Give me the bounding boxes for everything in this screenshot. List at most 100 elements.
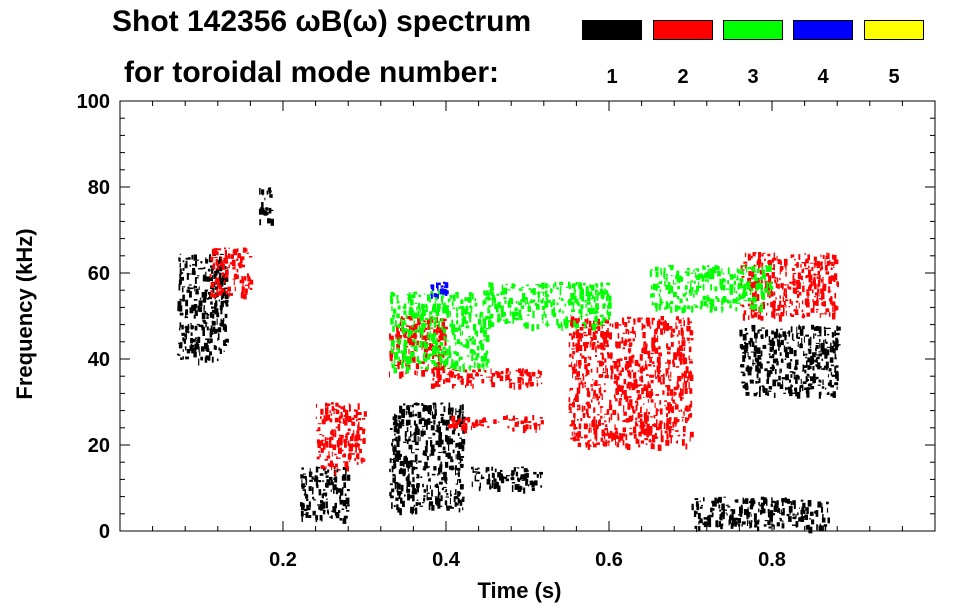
spectral-mark	[443, 361, 446, 366]
spectral-mark	[188, 284, 192, 286]
spectral-mark	[571, 348, 575, 350]
spectral-mark	[459, 366, 461, 372]
spectral-mark	[600, 292, 605, 299]
spectral-mark	[628, 358, 632, 363]
spectral-mark	[705, 271, 710, 277]
spectral-mark	[689, 330, 694, 336]
spectral-mark	[449, 365, 452, 369]
spectral-mark	[181, 286, 186, 288]
spectral-mark	[177, 353, 180, 356]
spectral-mark	[830, 346, 832, 351]
spectral-mark	[302, 489, 306, 491]
spectral-mark	[814, 283, 817, 290]
spectral-mark	[416, 306, 418, 311]
spectral-mark	[612, 409, 617, 415]
spectral-mark	[669, 404, 672, 407]
spectral-mark	[808, 503, 811, 505]
spectral-mark	[728, 274, 731, 276]
spectral-mark	[438, 421, 440, 426]
spectral-mark	[236, 268, 239, 273]
spectral-mark	[742, 264, 746, 267]
spectral-mark	[732, 275, 735, 279]
spectral-mark	[540, 291, 544, 293]
spectral-mark	[822, 283, 827, 288]
spectral-mark	[771, 513, 776, 516]
spectral-mark	[179, 274, 181, 279]
spectral-mark	[413, 323, 415, 325]
spectral-mark	[766, 361, 770, 364]
spectral-mark	[772, 293, 775, 296]
spectral-mark	[502, 319, 507, 321]
spectral-mark	[751, 324, 756, 330]
spectral-mark	[597, 414, 600, 416]
spectral-mark	[223, 344, 228, 346]
spectral-mark	[209, 273, 212, 278]
spectral-mark	[223, 350, 225, 352]
spectral-mark	[521, 368, 524, 371]
spectral-mark	[413, 320, 416, 323]
spectral-mark	[745, 332, 749, 335]
spectral-mark	[395, 320, 397, 326]
spectral-mark	[225, 270, 229, 275]
spectral-mark	[432, 372, 435, 377]
spectral-mark	[571, 421, 575, 426]
spectral-mark	[607, 316, 611, 320]
spectral-mark	[451, 359, 454, 365]
spectral-mark	[394, 475, 396, 482]
spectral-mark	[796, 279, 800, 285]
spectral-mark	[186, 289, 191, 293]
spectral-mark	[757, 283, 761, 285]
spectral-mark	[665, 325, 670, 331]
spectral-mark	[804, 518, 808, 520]
spectral-mark	[469, 294, 472, 299]
spectral-mark	[439, 469, 443, 473]
y-tick-label: 40	[88, 349, 110, 371]
spectral-mark	[407, 465, 409, 472]
spectral-mark	[411, 328, 415, 331]
spectral-mark	[737, 299, 740, 302]
spectral-mark	[623, 393, 627, 400]
spectral-mark	[532, 288, 536, 295]
spectral-mark	[393, 446, 397, 453]
spectral-mark	[579, 404, 581, 410]
spectral-mark	[474, 302, 478, 307]
spectral-mark	[262, 191, 264, 193]
spectral-mark	[477, 318, 482, 325]
spectral-mark	[396, 328, 399, 335]
spectral-mark	[633, 433, 637, 439]
spectral-mark	[527, 306, 531, 312]
spectral-mark	[768, 353, 771, 356]
spectral-mark	[763, 252, 766, 254]
spectral-mark	[747, 507, 749, 513]
spectral-mark	[403, 403, 406, 406]
spectral-mark	[450, 372, 454, 378]
spectral-mark	[445, 496, 449, 498]
spectral-mark	[604, 288, 607, 291]
spectral-mark	[193, 254, 197, 261]
spectral-mark	[474, 298, 477, 302]
spectral-mark	[411, 490, 414, 495]
spectral-mark	[201, 312, 206, 320]
spectral-mark	[319, 454, 321, 458]
spectral-mark	[582, 322, 585, 324]
spectral-mark	[746, 266, 748, 273]
spectral-mark	[390, 349, 394, 354]
spectral-mark	[777, 339, 780, 343]
spectral-mark	[628, 396, 632, 399]
spectral-mark	[690, 287, 694, 291]
spectral-mark	[709, 298, 713, 302]
spectral-mark	[628, 317, 632, 319]
spectral-mark	[675, 316, 679, 321]
spectral-mark	[602, 304, 606, 309]
spectral-mark	[591, 284, 595, 291]
spectral-mark	[768, 282, 772, 289]
spectral-mark	[392, 450, 395, 456]
spectral-mark	[595, 393, 599, 398]
spectral-mark	[437, 502, 441, 509]
spectral-mark	[580, 353, 582, 356]
spectral-mark	[784, 336, 787, 341]
spectral-mark	[531, 372, 536, 377]
spectral-mark	[461, 449, 465, 452]
spectral-mark	[417, 474, 420, 478]
